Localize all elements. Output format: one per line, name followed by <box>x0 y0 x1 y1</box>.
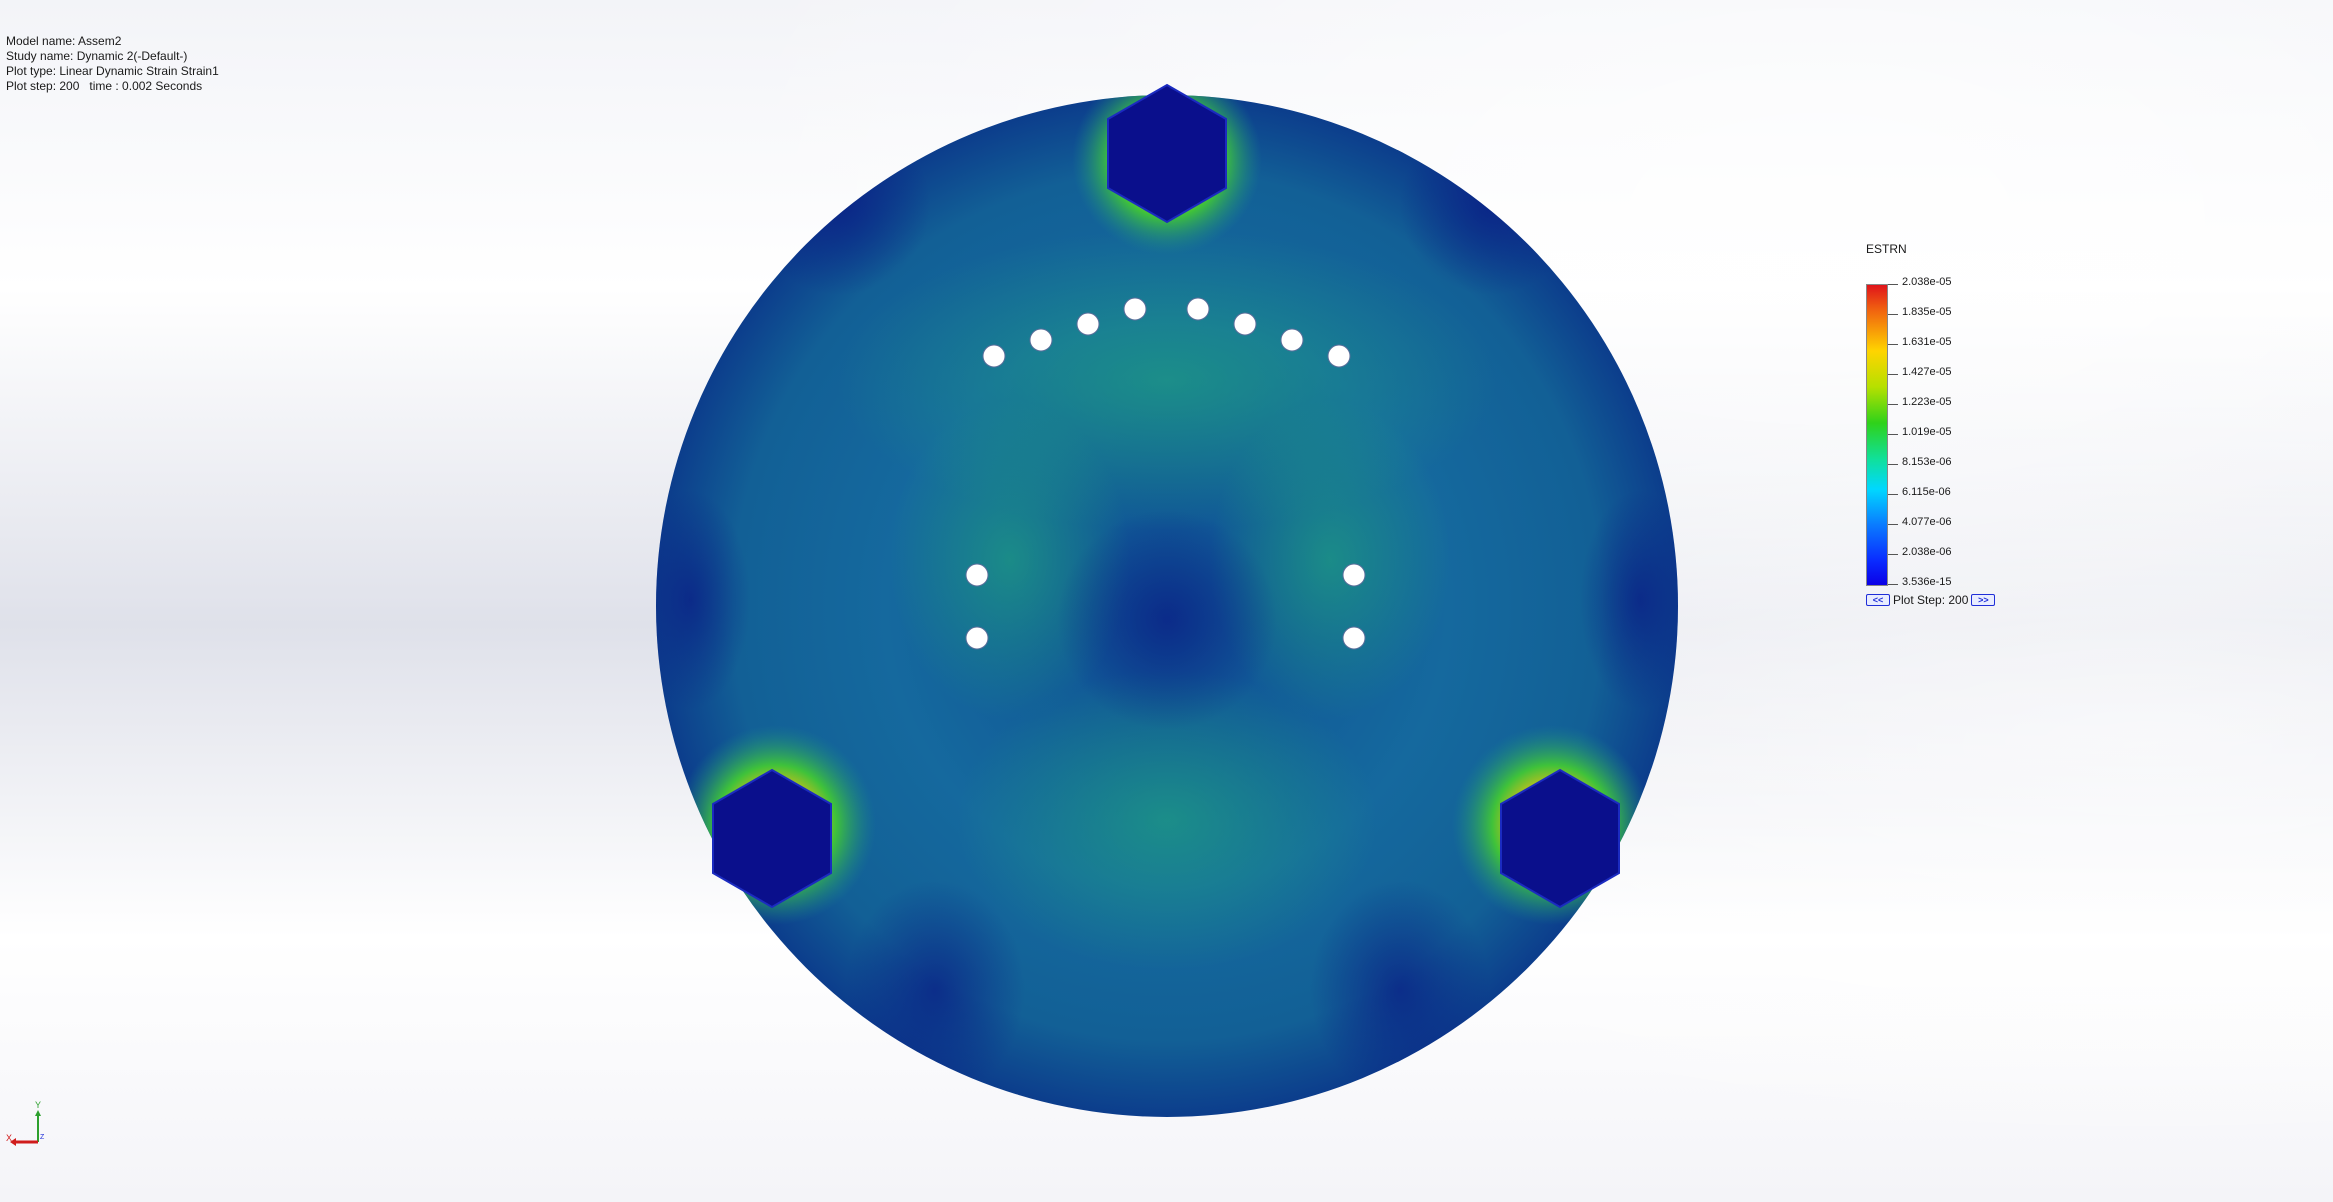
hole-arc-8 <box>1327 344 1351 368</box>
hole-left-upper <box>965 563 989 587</box>
hole-arc-1 <box>982 344 1006 368</box>
legend-tick-2: 1.631e-05 <box>1902 336 1952 348</box>
legend-tickmark <box>1888 344 1898 345</box>
hole-arc-4 <box>1123 297 1147 321</box>
y-axis-label: Y <box>35 1100 41 1110</box>
x-axis-label: X <box>6 1133 12 1143</box>
legend-tickmark <box>1888 494 1898 495</box>
legend-tick-10: 3.536e-15 <box>1902 576 1952 588</box>
previous-step-button[interactable]: << <box>1866 594 1890 606</box>
legend-tick-7: 6.115e-06 <box>1902 486 1951 498</box>
legend-tick-8: 4.077e-06 <box>1902 516 1952 528</box>
plot-info-block: Model name: Assem2 Study name: Dynamic 2… <box>6 34 219 94</box>
hole-arc-3 <box>1076 312 1100 336</box>
plot-step-text: Plot step: 200 time : 0.002 Seconds <box>6 79 203 93</box>
hole-arc-2 <box>1029 328 1053 352</box>
legend-tickmark <box>1888 404 1898 405</box>
legend-tick-4: 1.223e-05 <box>1902 396 1952 408</box>
mounting-holes <box>965 297 1366 650</box>
legend-tickmark <box>1888 284 1898 285</box>
legend-tickmark <box>1888 434 1898 435</box>
hole-arc-7 <box>1280 328 1304 352</box>
z-axis-label: Z <box>40 1134 45 1141</box>
hole-right-upper <box>1342 563 1366 587</box>
legend-title: ESTRN <box>1866 242 1907 256</box>
legend-tickmark <box>1888 524 1898 525</box>
hole-arc-5 <box>1186 297 1210 321</box>
axis-triad: Y X Z <box>6 1100 45 1146</box>
legend-tick-0: 2.038e-05 <box>1902 276 1952 288</box>
legend-tickmark <box>1888 314 1898 315</box>
plot-type-text: Plot type: Linear Dynamic Strain Strain1 <box>6 64 219 78</box>
model-name-text: Model name: Assem2 <box>6 34 122 48</box>
hole-right-lower <box>1342 626 1366 650</box>
bolt-head-top[interactable] <box>1107 83 1227 224</box>
bolt-head-left[interactable] <box>712 768 832 909</box>
bolt-head-right[interactable] <box>1500 768 1620 909</box>
x-axis-arrow-icon <box>10 1138 16 1146</box>
hole-left-lower <box>965 626 989 650</box>
legend-tick-3: 1.427e-05 <box>1902 366 1952 378</box>
legend-tick-5: 1.019e-05 <box>1902 426 1952 438</box>
legend-tick-9: 2.038e-06 <box>1902 546 1952 558</box>
plot-step-control: << Plot Step: 200 >> <box>1866 592 1996 608</box>
legend-tickmark <box>1888 464 1898 465</box>
legend-tickmark <box>1888 584 1898 585</box>
hole-arc-6 <box>1233 312 1257 336</box>
next-step-button[interactable]: >> <box>1971 594 1996 606</box>
legend-tick-6: 8.153e-06 <box>1902 456 1952 468</box>
legend-tickmark <box>1888 554 1898 555</box>
y-axis-arrow-icon <box>35 1110 41 1116</box>
legend-tick-1: 1.835e-05 <box>1902 306 1952 318</box>
strain-contour-overlay <box>656 95 1678 1100</box>
legend-color-bar <box>1866 284 1888 586</box>
plot-step-label: Plot Step: 200 <box>1893 593 1969 607</box>
strain-legend[interactable]: ESTRN 2.038e-05 1.835e-05 1.631e-05 1.42… <box>1866 242 2006 612</box>
study-name-text: Study name: Dynamic 2(-Default-) <box>6 49 188 63</box>
legend-tickmark <box>1888 374 1898 375</box>
